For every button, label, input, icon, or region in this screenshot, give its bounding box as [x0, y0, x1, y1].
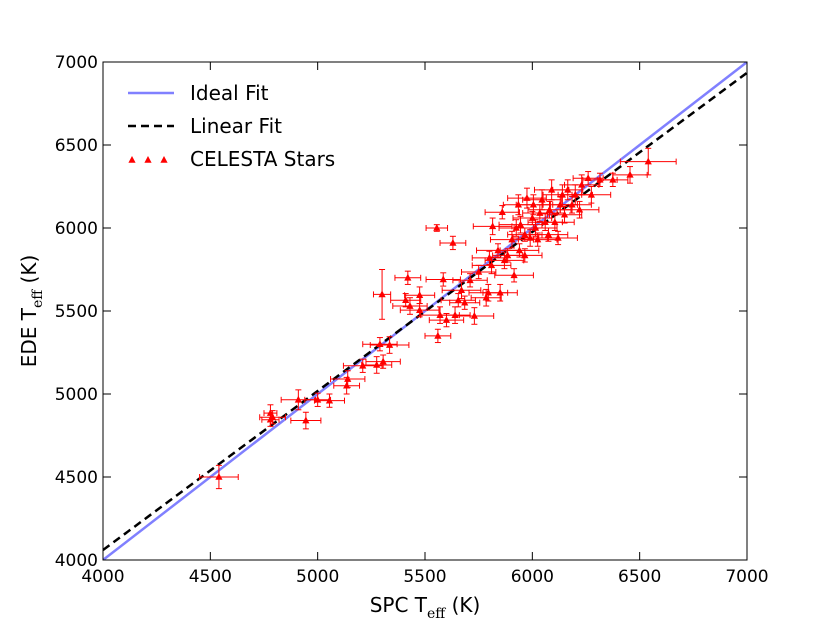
star-point: [531, 224, 540, 231]
y-axis-label: EDE Teff (K): [17, 255, 46, 368]
star-point: [373, 360, 381, 368]
star-point: [466, 276, 474, 284]
star-point: [487, 261, 496, 269]
star-point: [644, 157, 652, 165]
star-point: [325, 396, 334, 404]
star-point: [378, 290, 386, 298]
x-axis-label: SPC Teff (K): [370, 593, 481, 622]
x-tick-label: 5000: [296, 567, 339, 587]
star-point: [510, 271, 518, 279]
star-point: [564, 185, 572, 193]
star-point: [556, 200, 564, 208]
star-point: [545, 205, 554, 213]
y-tick-label: 5000: [55, 385, 98, 405]
star-point: [508, 235, 516, 243]
star-point: [548, 185, 556, 193]
y-label-sub: eff: [30, 289, 46, 308]
y-tick-label: 4000: [55, 551, 98, 571]
star-point: [523, 194, 531, 201]
star-point: [529, 200, 538, 208]
star-point: [457, 286, 466, 294]
star-point: [439, 275, 447, 283]
legend-label: Linear Fit: [190, 114, 282, 138]
star-point: [578, 180, 586, 188]
legend-marker: [144, 156, 152, 163]
star-point: [528, 214, 536, 221]
star-point: [294, 395, 302, 403]
x-tick-label: 4000: [81, 567, 124, 587]
y-label-main: EDE T: [17, 307, 41, 367]
star-point: [379, 357, 387, 365]
x-tick-label: 6000: [511, 567, 554, 587]
legend-label: Ideal Fit: [190, 81, 269, 105]
star-point: [558, 190, 566, 198]
star-point: [302, 416, 310, 424]
x-tick-label: 7000: [725, 567, 768, 587]
star-point: [521, 251, 529, 259]
y-tick-label: 6000: [55, 219, 98, 239]
x-label-sub: eff: [427, 606, 446, 622]
fit-line: [103, 71, 747, 552]
star-point: [551, 218, 559, 225]
star-point: [568, 200, 576, 208]
star-point: [587, 190, 595, 198]
star-point: [406, 302, 414, 309]
star-point: [416, 306, 424, 313]
x-tick-label: 6500: [618, 567, 661, 587]
x-tick-label: 4500: [189, 567, 232, 587]
star-point: [343, 381, 351, 389]
star-point: [544, 230, 553, 238]
y-tick-label: 7000: [55, 53, 98, 73]
star-point: [268, 413, 277, 421]
legend-marker: [160, 156, 168, 163]
star-point: [534, 235, 542, 243]
star-point: [571, 190, 579, 198]
star-point: [538, 195, 546, 203]
star-point: [516, 220, 525, 228]
star-point: [344, 375, 352, 382]
x-tick-label: 5500: [403, 567, 446, 587]
star-point: [442, 316, 451, 323]
star-point: [454, 296, 462, 304]
star-point: [500, 256, 509, 264]
y-label-unit: (K): [17, 255, 41, 290]
star-point: [489, 222, 497, 230]
star-point: [434, 331, 442, 339]
star-point: [498, 208, 506, 216]
star-point: [536, 209, 544, 216]
star-point: [449, 238, 457, 246]
star-point: [560, 210, 569, 218]
star-point: [609, 175, 617, 183]
star-point: [402, 296, 410, 304]
star-point: [584, 174, 592, 181]
star-point: [541, 218, 549, 225]
star-point: [416, 291, 424, 299]
y-tick-label: 5500: [55, 302, 98, 322]
plot-layer: [103, 62, 747, 560]
star-point: [496, 288, 504, 296]
star-point: [554, 233, 562, 241]
star-point: [433, 224, 441, 231]
y-tick-label: 4500: [55, 468, 98, 488]
star-point: [526, 233, 534, 241]
plot-frame: [102, 61, 748, 561]
x-label-unit: (K): [445, 593, 480, 617]
star-point: [461, 298, 469, 306]
star-point: [475, 267, 483, 275]
star-point: [484, 288, 492, 296]
star-point: [404, 273, 412, 281]
star-point: [575, 205, 584, 213]
legend-marker: [128, 156, 136, 163]
star-point: [515, 246, 524, 254]
star-point: [521, 230, 529, 238]
star-point: [626, 170, 634, 178]
star-point: [470, 311, 478, 319]
y-tick-label: 6500: [55, 136, 98, 156]
legend-label: CELESTA Stars: [190, 147, 335, 171]
x-label-main: SPC T: [370, 593, 428, 617]
star-point: [376, 340, 384, 347]
star-point: [215, 473, 223, 480]
